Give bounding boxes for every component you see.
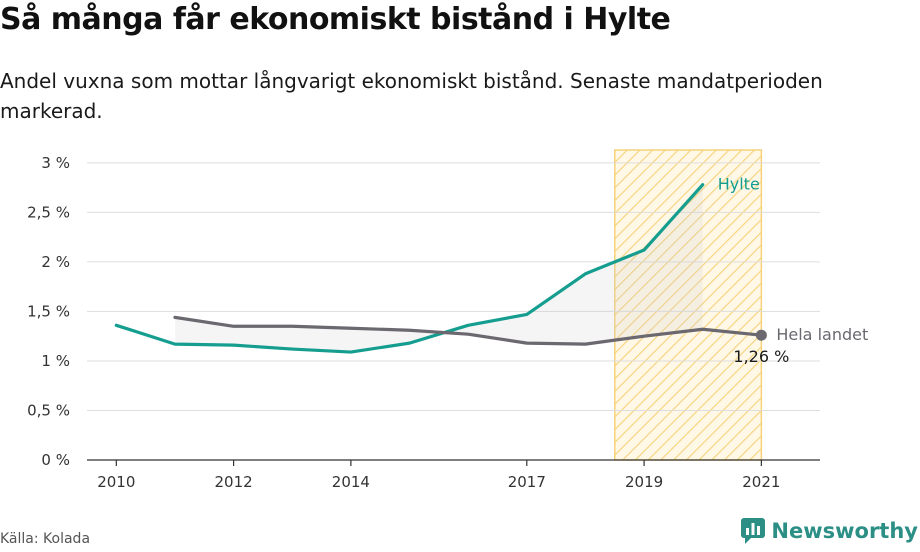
line-chart: 0 % 0,5 % 1 % 1,5 % 2 % 2,5 % 3 % 2010 2012 2014 2… [27, 149, 868, 491]
series-line-hylte [114, 183, 705, 354]
end-point-hela-landet [755, 329, 767, 341]
end-value-label: 1,26 % [733, 347, 789, 366]
y-tick-label: 0 % [41, 451, 70, 469]
y-tick-label: 0,5 % [27, 401, 70, 419]
x-tick-label: 2012 [215, 473, 253, 491]
y-tick-label: 1 % [41, 352, 70, 370]
x-tick-label: 2010 [97, 473, 135, 491]
x-tick-label: 2021 [742, 473, 780, 491]
x-tick-label: 2014 [332, 473, 370, 491]
series-label-hela-landet: Hela landet [776, 325, 868, 344]
chart-title: Så många får ekonomiskt bistånd i Hylte [0, 2, 671, 37]
x-tick-label: 2019 [625, 473, 663, 491]
y-tick-label: 2 % [41, 253, 70, 271]
y-tick-label: 2,5 % [27, 203, 70, 221]
source-note: Källa: Kolada [0, 531, 91, 547]
y-tick-label: 3 % [41, 154, 70, 172]
y-tick-label: 1,5 % [27, 302, 70, 320]
newsworthy-logo-icon [741, 518, 766, 544]
series-line-hela-landet [173, 315, 763, 346]
brand-logo: Newsworthy [741, 518, 918, 544]
brand-name: Newsworthy [771, 519, 918, 543]
chart-subtitle: Andel vuxna som mottar långvarigt ekonom… [0, 69, 823, 123]
series-label-hylte: Hylte [718, 175, 760, 194]
x-tick-label: 2017 [508, 473, 546, 491]
difference-area [174, 184, 703, 353]
